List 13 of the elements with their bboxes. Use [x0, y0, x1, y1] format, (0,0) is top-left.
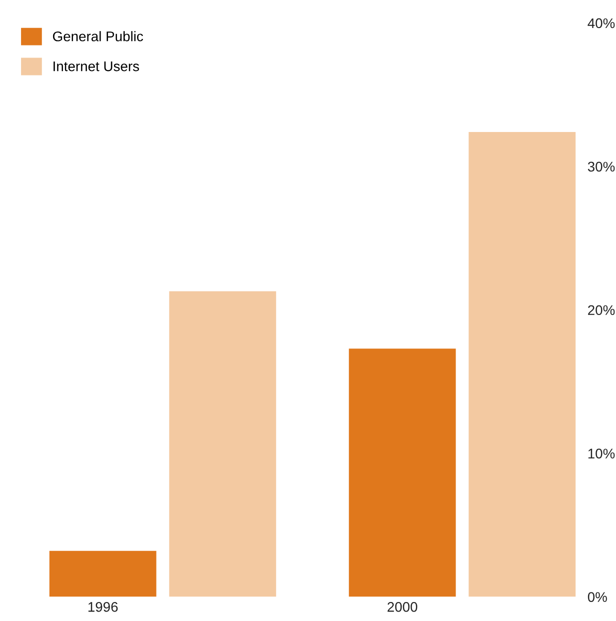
bar [169, 291, 276, 597]
x-tick-label: 1996 [88, 602, 118, 612]
bar [348, 348, 456, 597]
y-tick-label: 40% [588, 18, 615, 28]
y-tick-label: 30% [588, 162, 615, 172]
bar [468, 132, 576, 597]
legend-label: General Public [53, 31, 144, 42]
y-tick-label: 10% [588, 448, 615, 458]
x-tick-label: 2000 [388, 602, 418, 612]
legend-label: Internet Users [54, 62, 140, 72]
bar [49, 550, 156, 597]
y-tick-label: 0% [588, 592, 607, 602]
y-tick-label: 20% [588, 305, 615, 316]
